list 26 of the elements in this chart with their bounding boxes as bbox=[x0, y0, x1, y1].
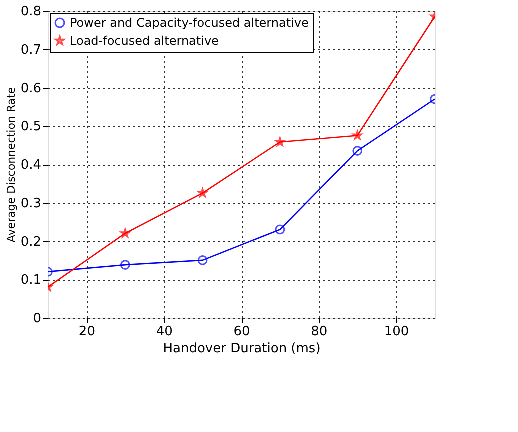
x-tick-label: 20 bbox=[78, 324, 96, 340]
y-tick-label: 0.4 bbox=[20, 158, 42, 173]
y-axis-title: Average Disconnection Rate bbox=[4, 87, 18, 243]
x-tick-label: 40 bbox=[156, 324, 173, 340]
point bbox=[275, 137, 285, 146]
legend-label: Power and Capacity-focused alternative bbox=[70, 16, 309, 30]
legend-label: Load-focused alternative bbox=[70, 34, 219, 48]
y-tick-label: 0.2 bbox=[20, 234, 42, 250]
y-tick-label: 0.7 bbox=[20, 42, 42, 58]
x-axis-title: Handover Duration (ms) bbox=[163, 342, 321, 356]
x-tick-label: 80 bbox=[311, 324, 328, 340]
point bbox=[198, 188, 208, 198]
point bbox=[120, 228, 130, 238]
point bbox=[352, 130, 362, 140]
point bbox=[198, 256, 208, 266]
y-tick-label: 0.6 bbox=[20, 81, 42, 96]
y-tick-label: 0 bbox=[33, 312, 42, 326]
point bbox=[120, 260, 130, 270]
x-tick-label: 100 bbox=[384, 324, 410, 340]
x-tick-label: 60 bbox=[234, 324, 250, 340]
point bbox=[275, 224, 286, 235]
y-tick-label: 0.8 bbox=[20, 4, 42, 20]
y-tick-label: 0.5 bbox=[20, 120, 42, 135]
y-tick-label: 0.3 bbox=[20, 196, 42, 212]
y-tick-label: 0.1 bbox=[20, 273, 42, 288]
point bbox=[352, 146, 363, 156]
